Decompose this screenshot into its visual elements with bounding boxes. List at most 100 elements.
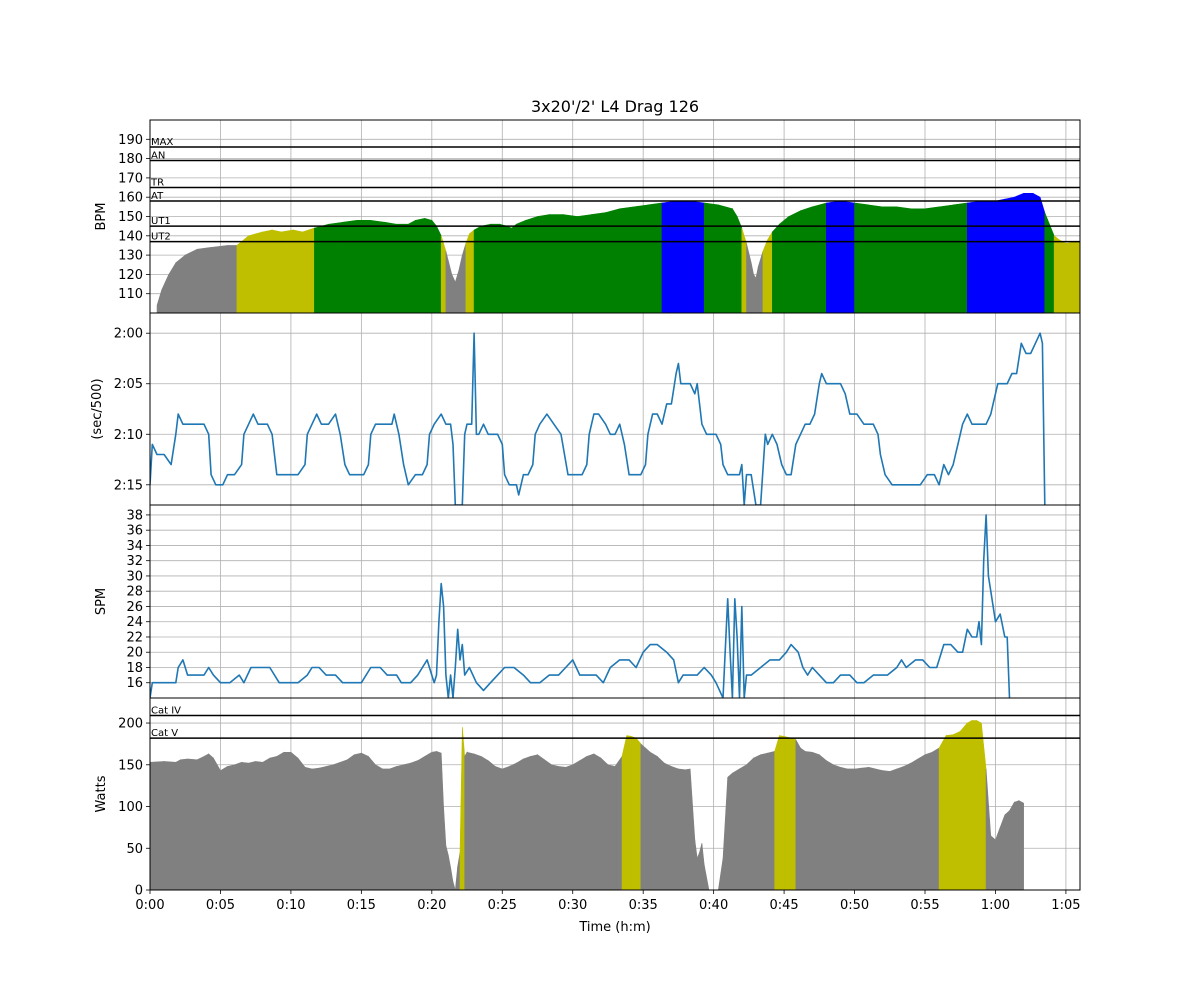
chart-title: 3x20'/2' L4 Drag 126	[531, 97, 699, 116]
area-segment-hr-59	[736, 216, 743, 313]
area-segment-hr-67	[767, 230, 773, 313]
area-segment-hr-52	[647, 202, 663, 313]
data-pace	[150, 332, 1046, 505]
area-segment-power-87	[694, 839, 698, 890]
ytick-label-spm-0: 16	[126, 676, 143, 691]
area-segment-hr-60	[741, 227, 747, 313]
area-segment-hr-75	[854, 202, 869, 313]
area-segment-hr-41	[511, 223, 517, 313]
area-segment-hr-57	[718, 204, 733, 313]
area-segment-power-12	[241, 761, 249, 890]
area-segment-hr-38	[490, 223, 501, 313]
area-segment-power-86	[689, 768, 696, 890]
area-segment-hr-28	[440, 235, 447, 313]
area-segment-hr-58	[732, 207, 738, 313]
area-segment-power-118	[868, 766, 876, 890]
area-segment-hr-22	[396, 223, 409, 313]
ytick-label-spm-10: 36	[126, 524, 143, 539]
area-segment-hr-23	[408, 219, 416, 313]
area-segment-power-1	[163, 761, 177, 890]
area-segment-hr-81	[938, 204, 954, 313]
y-axis-label-power: Watts	[94, 775, 109, 812]
area-segment-power-106	[790, 737, 797, 890]
area-segment-hr-33	[462, 243, 467, 313]
area-segment-power-56	[494, 766, 503, 890]
xtick-label-6: 0:30	[558, 898, 587, 913]
area-segment-power-130	[952, 730, 961, 890]
area-segment-hr-42	[516, 219, 527, 313]
ytick-label-pace-2: 2:10	[114, 428, 143, 443]
area-segment-power-53	[473, 753, 482, 890]
ytick-label-spm-6: 28	[126, 585, 143, 600]
area-segment-power-26	[339, 759, 348, 890]
area-segment-power-35	[403, 762, 411, 890]
xtick-label-8: 0:40	[699, 898, 728, 913]
area-segment-power-62	[537, 754, 545, 890]
area-segment-power-34	[396, 764, 404, 890]
area-segment-power-58	[509, 762, 517, 890]
area-segment-hr-25	[424, 218, 433, 313]
area-segment-power-88	[696, 852, 700, 890]
area-segment-power-18	[283, 751, 292, 890]
panel-power: Cat IV Cat V 0 50 100 150 200 Watts	[94, 697, 1081, 899]
area-segment-power-128	[938, 734, 947, 890]
xtick-label-0: 0:00	[135, 898, 164, 913]
xtick-label-3: 0:15	[347, 898, 376, 913]
ytick-label-spm-8: 32	[126, 554, 143, 569]
area-segment-power-78	[640, 743, 646, 890]
area-segment-power-5	[196, 755, 205, 890]
area-segment-power-94	[718, 858, 724, 890]
area-segment-power-76	[631, 735, 637, 890]
area-segment-power-61	[530, 754, 538, 890]
xtick-label-1: 0:05	[206, 898, 235, 913]
area-segment-power-31	[375, 764, 383, 890]
area-segment-power-39	[431, 751, 437, 890]
ytick-label-power-2: 100	[118, 800, 143, 815]
area-segment-power-134	[976, 720, 982, 890]
area-segment-power-89	[699, 843, 703, 890]
area-segment-hr-31	[455, 270, 460, 313]
area-segment-hr-35	[469, 229, 475, 313]
panel-hr: MAX AN TR AT UT1 UT2 110 120 130 140 150 160 170 180 1…	[94, 119, 1081, 314]
area-segment-power-47	[455, 866, 458, 890]
area-segment-hr-26	[431, 219, 437, 313]
area-segment-power-54	[480, 755, 489, 890]
area-segment-power-65	[558, 766, 566, 890]
ytick-label-spm-3: 22	[126, 630, 143, 645]
area-segment-hr-9	[241, 235, 249, 313]
ytick-label-hr-0: 110	[118, 287, 143, 302]
area-segment-hr-48	[591, 212, 606, 313]
threshold-label-hr-1: AN	[151, 151, 165, 162]
area-segment-power-98	[739, 764, 747, 890]
area-segment-power-125	[917, 754, 926, 890]
area-segment-power-52	[466, 751, 475, 890]
area-segment-hr-91	[1044, 212, 1050, 313]
area-segment-hr-64	[755, 266, 759, 313]
ytick-label-spm-2: 20	[126, 646, 143, 661]
area-segment-hr-83	[966, 200, 982, 313]
area-segment-hr-8	[236, 240, 242, 313]
area-segment-power-46	[452, 881, 456, 890]
area-segment-power-21	[304, 766, 313, 890]
area-segment-hr-40	[506, 225, 512, 313]
area-segment-hr-95	[1065, 241, 1076, 313]
ytick-label-hr-2: 130	[118, 249, 143, 264]
ytick-label-power-1: 50	[126, 842, 143, 857]
area-segment-hr-4	[184, 248, 198, 313]
area-segment-power-96	[727, 772, 733, 890]
area-segment-power-15	[262, 757, 271, 890]
area-segment-hr-12	[271, 229, 282, 313]
area-segment-power-109	[804, 751, 813, 890]
area-segment-power-13	[248, 761, 256, 890]
area-segment-hr-6	[210, 245, 228, 313]
area-segment-power-19	[290, 751, 299, 890]
area-segment-power-28	[354, 752, 362, 890]
area-segment-power-112	[826, 760, 834, 890]
area-segment-power-132	[966, 720, 973, 890]
series-line-spm	[150, 514, 1011, 698]
area-segment-hr-56	[703, 202, 719, 313]
area-segment-hr-11	[262, 229, 273, 313]
area-segment-hr-72	[811, 202, 827, 313]
area-segment-hr-5	[196, 247, 212, 313]
